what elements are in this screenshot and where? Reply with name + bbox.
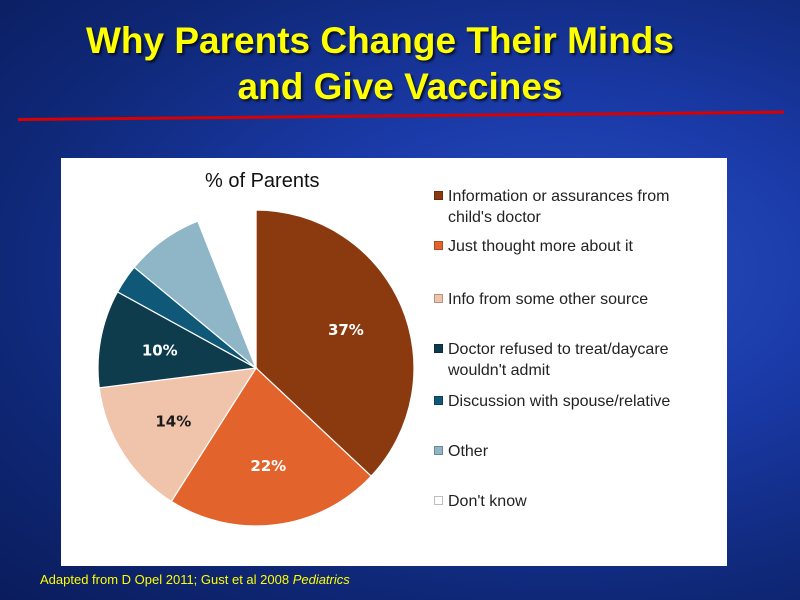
slice-data-label: 37% [328,321,364,339]
slice-data-label: 10% [142,342,178,360]
pie-slice [170,367,373,527]
legend-swatch [434,396,443,405]
legend-swatch [434,294,443,303]
legend-label: Doctor refused to treat/daycare wouldn't … [448,339,669,381]
footnote-journal: Pediatrics [292,572,350,587]
legend-swatch [434,344,443,353]
slide-title-line-1: Why Parents Change Their Minds [86,20,674,61]
legend-label: Information or assurances from child's do… [448,186,669,228]
legend-label-line: Other [448,443,489,460]
slide-title: Why Parents Change Their Minds and Give … [0,18,760,110]
legend-label-line: Just thought more about it [448,238,633,255]
legend-swatch [434,496,443,505]
chart-panel: % of Parents 37% 22% 14% 10% Information or… [61,158,727,566]
legend-item: Don't know [434,491,527,512]
legend-label-line: child's doctor [448,209,541,226]
legend-label-line: wouldn't admit [448,362,550,379]
legend-swatch [434,446,443,455]
pie-slice [97,291,258,389]
legend-label: Don't know [448,491,527,512]
legend-label-line: Information or assurances from [448,188,670,205]
title-divider [17,110,784,121]
legend-label: Other [448,441,488,462]
pie-slice [197,209,257,369]
legend-label-line: Discussion with spouse/relative [448,393,671,410]
slice-data-label: 14% [155,412,191,430]
legend-label: Info from some other source [448,289,648,310]
legend-item: Information or assurances from child's do… [434,186,669,228]
pie-chart: 37% 22% 14% 10% [97,209,415,527]
legend-item: Other [434,441,488,462]
legend-label: Just thought more about it [448,236,633,257]
legend-label-line: Doctor refused to treat/daycare [448,341,669,358]
legend-swatch [434,191,443,200]
legend-item: Just thought more about it [434,236,633,257]
legend-label: Discussion with spouse/relative [448,391,670,412]
slide-title-line-2: and Give Vaccines [237,66,563,107]
pie-slice [255,209,415,478]
pie-slice [98,367,258,503]
legend-item: Discussion with spouse/relative [434,391,670,412]
footnote-text: Adapted from D Opel 2011; Gust et al 200… [40,572,293,587]
legend-item: Info from some other source [434,289,648,310]
legend-swatch [434,241,443,250]
source-footnote: Adapted from D Opel 2011; Gust et al 200… [40,572,350,587]
legend-label-line: Info from some other source [448,291,649,308]
chart-title: % of Parents [205,170,320,192]
legend-item: Doctor refused to treat/daycare wouldn't … [434,339,669,381]
slice-data-label: 22% [250,457,286,475]
legend-label-line: Don't know [448,493,527,510]
